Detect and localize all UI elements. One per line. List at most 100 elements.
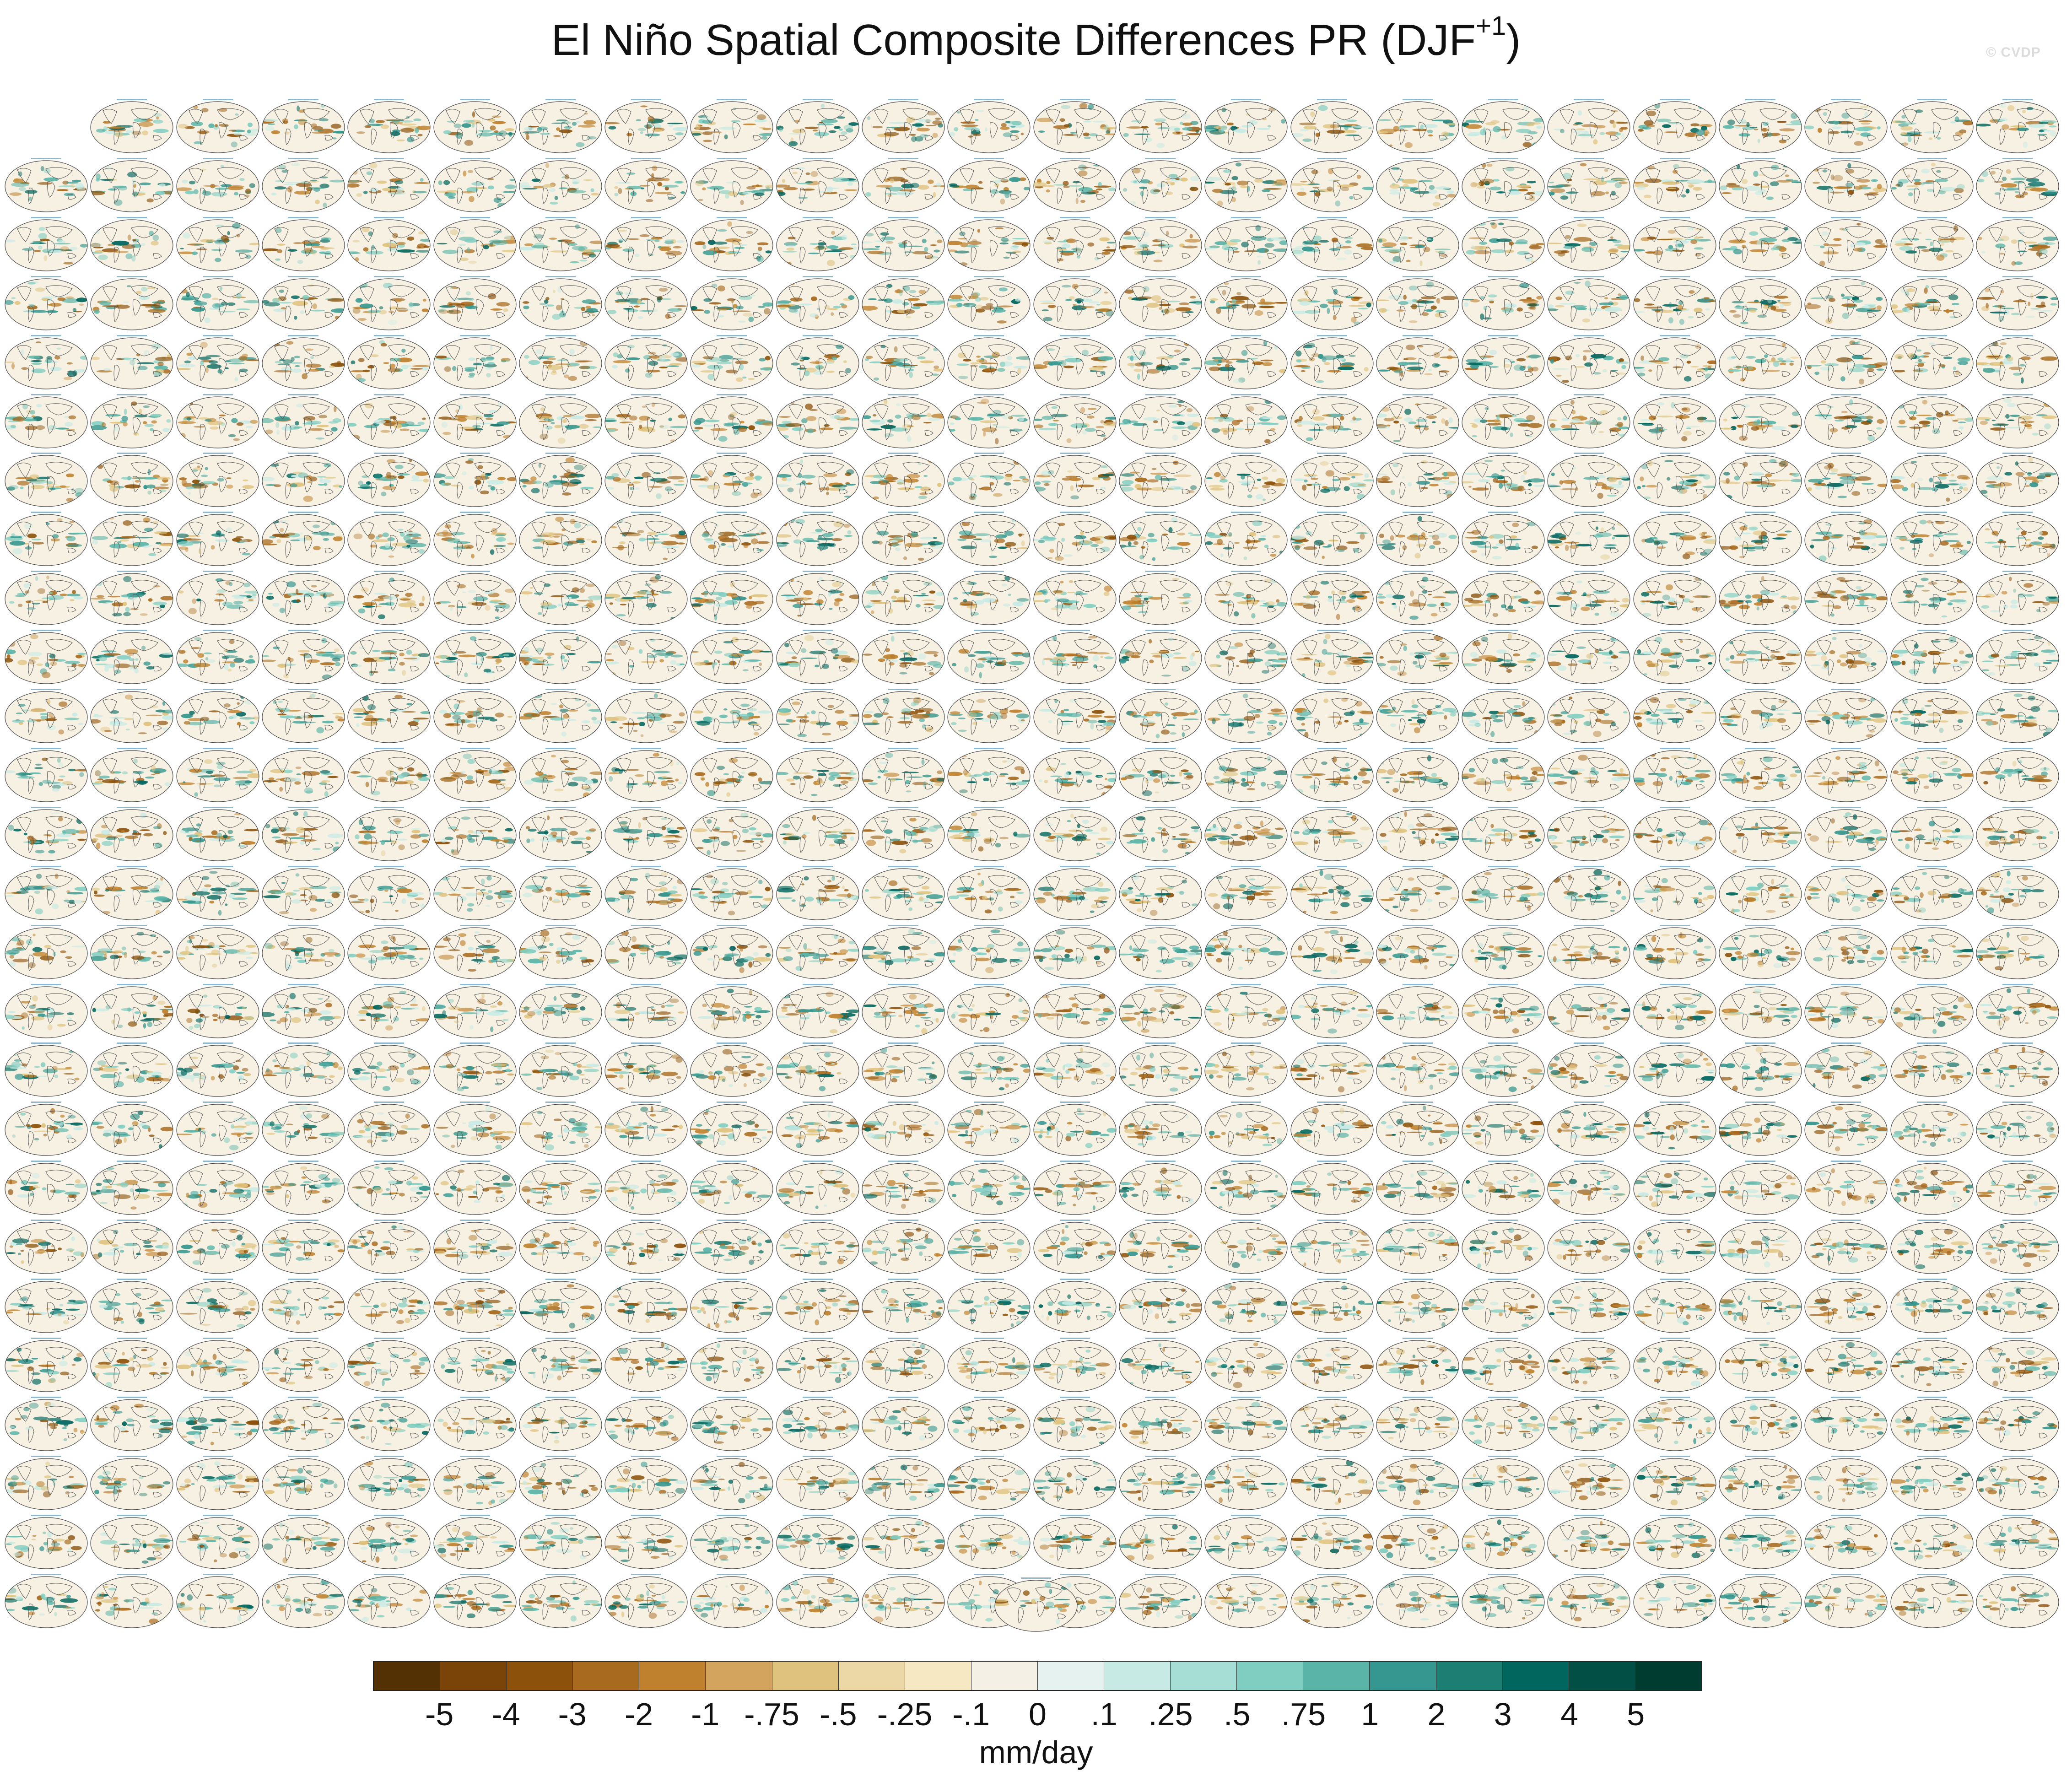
map-panel	[1718, 1336, 1803, 1393]
map-panel	[946, 864, 1031, 921]
map-panel	[4, 392, 89, 449]
map-panel	[175, 1041, 260, 1098]
map-panel	[518, 97, 603, 154]
map-panel	[1975, 1041, 2060, 1098]
map-panel-graphic	[1719, 1337, 1802, 1392]
map-panel	[861, 1277, 946, 1334]
map-panel	[946, 510, 1031, 567]
map-panel	[1975, 451, 2060, 508]
map-panel-graphic	[262, 1396, 345, 1451]
map-panel	[1375, 510, 1460, 567]
map-panel	[1889, 805, 1975, 862]
map-panel	[432, 1572, 518, 1629]
map-panel-graphic	[1033, 99, 1117, 153]
map-panel-graphic	[1804, 1396, 1888, 1451]
map-panel-graphic	[1290, 1220, 1374, 1274]
map-panel	[1203, 1336, 1289, 1393]
map-panel	[775, 274, 860, 331]
map-panel	[1803, 215, 1889, 272]
map-panel	[4, 1159, 89, 1216]
map-panel	[1803, 510, 1889, 567]
map-panel-graphic	[1547, 1279, 1630, 1333]
map-panel-graphic	[5, 1337, 88, 1392]
map-panel	[1546, 746, 1631, 803]
map-panel	[1032, 1100, 1117, 1157]
map-panel-graphic	[862, 1455, 945, 1510]
map-panel-graphic	[1976, 983, 2059, 1038]
map-panel	[1718, 628, 1803, 685]
map-panel	[1203, 215, 1289, 272]
map-panel	[1118, 1395, 1203, 1452]
map-panel-graphic	[176, 216, 259, 271]
map-panel-graphic	[1890, 1042, 1974, 1097]
map-panel-graphic	[1204, 1102, 1288, 1156]
map-panel-graphic	[1462, 747, 1545, 802]
map-panel	[346, 156, 432, 213]
map-panel-graphic	[1462, 1455, 1545, 1510]
map-panel	[1803, 1277, 1889, 1334]
map-panel-graphic	[1204, 1337, 1288, 1392]
map-panel-graphic	[262, 1102, 345, 1156]
map-panel	[689, 687, 774, 744]
map-panel-graphic	[1462, 157, 1545, 212]
map-panel-graphic	[5, 394, 88, 448]
map-panel	[432, 1454, 518, 1511]
map-panel-graphic	[5, 1220, 88, 1274]
map-panel	[89, 923, 174, 980]
map-panel-graphic	[90, 983, 173, 1038]
map-panel-graphic	[519, 571, 602, 625]
map-panel	[775, 982, 860, 1039]
map-panel-graphic	[433, 335, 517, 389]
map-panel-graphic	[90, 216, 173, 271]
map-panel	[1975, 1336, 2060, 1393]
map-panel-graphic	[5, 806, 88, 861]
map-panel-graphic	[347, 512, 431, 566]
map-panel	[1889, 569, 1975, 626]
map-panel-graphic	[1633, 512, 1716, 566]
map-panel-graphic	[519, 99, 602, 153]
map-panel	[4, 569, 89, 626]
map-panel	[1118, 392, 1203, 449]
map-panel-graphic	[1976, 1279, 2059, 1333]
map-panel	[1889, 687, 1975, 744]
map-panel	[4, 1454, 89, 1511]
map-panel-graphic	[947, 806, 1031, 861]
map-panel	[1889, 333, 1975, 390]
map-panel	[1290, 1513, 1375, 1570]
map-panel-graphic	[433, 747, 517, 802]
map-panel-graphic	[862, 99, 945, 153]
map-panel	[89, 746, 174, 803]
map-panel-graphic	[1033, 630, 1117, 684]
map-panel-graphic	[176, 1102, 259, 1156]
colorbar-swatch	[639, 1662, 706, 1690]
map-panel	[175, 1277, 260, 1334]
map-panel	[1375, 1100, 1460, 1157]
map-panel-graphic	[1633, 747, 1716, 802]
map-panel-graphic	[90, 157, 173, 212]
map-panel	[4, 1336, 89, 1393]
map-panel	[1290, 864, 1375, 921]
map-panel-graphic	[1462, 1514, 1545, 1569]
map-panel	[1203, 1572, 1289, 1629]
map-panel	[1975, 864, 2060, 921]
map-panel-graphic	[1976, 865, 2059, 920]
map-panel-graphic	[1290, 453, 1374, 507]
map-panel-graphic	[776, 1396, 859, 1451]
map-panel-graphic	[519, 1042, 602, 1097]
map-panel	[261, 97, 346, 154]
map-panel-graphic	[262, 1455, 345, 1510]
map-panel-graphic	[1719, 924, 1802, 979]
map-panel	[1375, 923, 1460, 980]
map-panel-graphic	[1119, 1042, 1202, 1097]
map-panel	[1889, 392, 1975, 449]
map-panel	[946, 1100, 1031, 1157]
map-panel	[604, 923, 689, 980]
map-panel	[346, 982, 432, 1039]
map-panel-graphic	[1376, 630, 1459, 684]
map-panel-graphic	[690, 983, 773, 1038]
map-panel-graphic	[947, 689, 1031, 743]
map-panel	[1032, 1336, 1117, 1393]
map-panel-graphic	[1119, 865, 1202, 920]
map-panel-graphic	[1290, 1102, 1374, 1156]
map-panel	[1375, 97, 1460, 154]
